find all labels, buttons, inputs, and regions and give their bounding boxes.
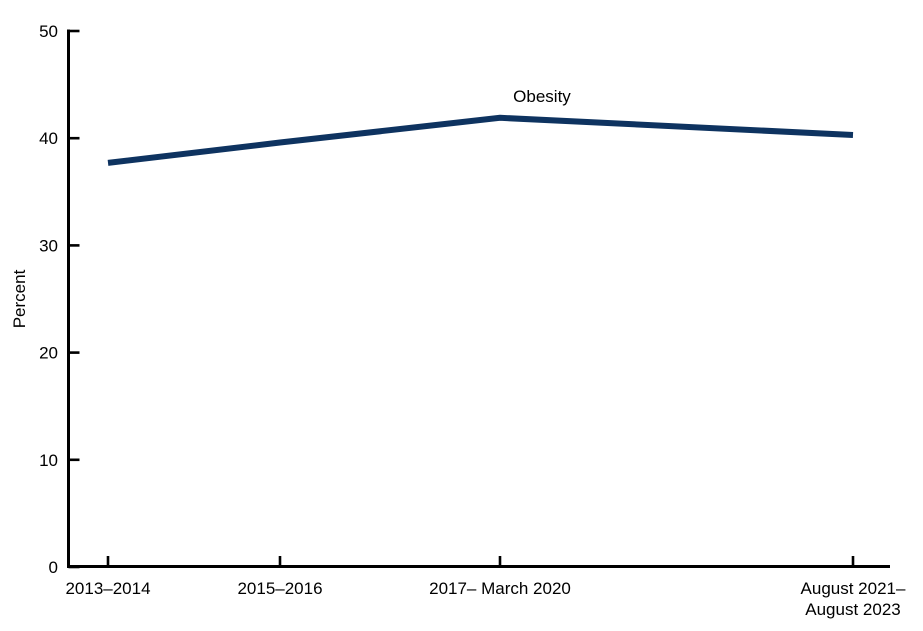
y-tick-label: 0 (49, 558, 58, 577)
x-tick-label-line: August 2023 (805, 600, 900, 619)
x-tick-label-line: 2013–2014 (65, 579, 150, 598)
x-tick-label-line: 2015–2016 (237, 579, 322, 598)
x-tick-label-line: 2017– March 2020 (429, 579, 571, 598)
x-tick-label-line: August 2021– (801, 579, 906, 598)
y-tick-label: 50 (39, 22, 58, 41)
x-tick-label: 2015–2016 (237, 579, 322, 598)
x-tick-label: 2017– March 2020 (429, 579, 571, 598)
x-tick-label: 2013–2014 (65, 579, 150, 598)
y-tick-label: 10 (39, 451, 58, 470)
y-tick-label: 30 (39, 236, 58, 255)
obesity-line (107, 114, 854, 166)
y-axis-title: Percent (10, 269, 29, 328)
series-label-obesity: Obesity (513, 87, 571, 106)
y-tick-label: 20 (39, 344, 58, 363)
y-tick-label: 40 (39, 129, 58, 148)
x-tick-label: August 2021– August 2023 (801, 579, 906, 619)
